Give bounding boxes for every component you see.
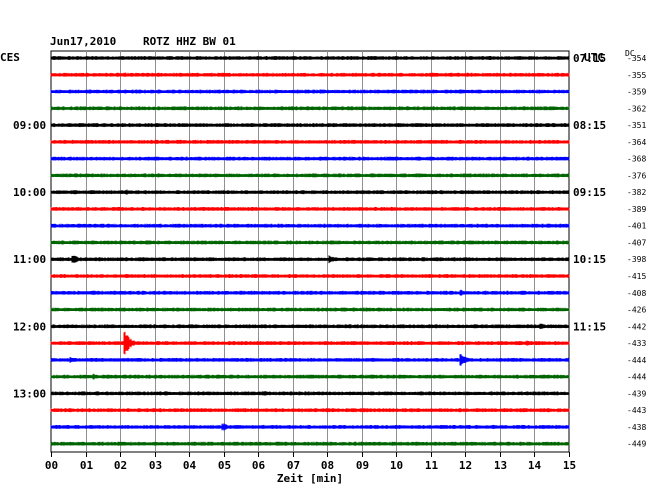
dc-label: DC	[625, 49, 635, 58]
left-hour-label: 12:00	[13, 320, 46, 333]
dc-offset-label: -355	[627, 71, 646, 80]
dc-offset-label: -444	[627, 373, 646, 382]
dc-offset-label: -444	[627, 356, 646, 365]
dc-offset-label: -401	[627, 222, 646, 231]
left-hour-label: 13:00	[13, 387, 46, 400]
dc-offset-label: -433	[627, 339, 646, 348]
x-tick-label: 14	[528, 459, 542, 472]
dc-offset-label: -368	[627, 155, 646, 164]
x-axis-label: Zeit [min]	[277, 472, 343, 485]
x-tick-label: 13	[494, 459, 507, 472]
right-hour-label: 09:15	[573, 186, 606, 199]
x-tick-label: 02	[114, 459, 127, 472]
dc-offset-label: -438	[627, 423, 646, 432]
x-tick-label: 05	[218, 459, 231, 472]
x-tick-label: 12	[459, 459, 472, 472]
dc-offset-label: -443	[627, 406, 646, 415]
left-hour-label: 11:00	[13, 253, 46, 266]
dc-offset-label: -351	[627, 121, 646, 130]
left-hour-label: 09:00	[13, 119, 46, 132]
plot-frame	[50, 50, 570, 453]
x-tick-label: 00	[45, 459, 58, 472]
dc-offset-label: -376	[627, 171, 646, 180]
dc-offset-label: -389	[627, 205, 646, 214]
dc-offset-label: -362	[627, 104, 646, 113]
x-tick-label: 01	[80, 459, 94, 472]
dc-offset-label: -408	[627, 289, 646, 298]
right-hour-label: 07:15	[573, 52, 606, 65]
dc-offset-label: -398	[627, 255, 646, 264]
x-tick-label: 08	[321, 459, 334, 472]
x-tick-label: 09	[356, 459, 369, 472]
chart-station: ROTZ HHZ BW 01	[143, 35, 236, 48]
dc-offset-label: -407	[627, 238, 646, 247]
dc-offset-label: -364	[627, 138, 646, 147]
dc-offset-label: -354	[627, 54, 646, 63]
right-timezone: UTC	[584, 51, 604, 64]
left-hour-label: 10:00	[13, 186, 46, 199]
dc-offset-label: -442	[627, 322, 646, 331]
dc-offset-label: -415	[627, 272, 646, 281]
x-tick-label: 04	[183, 459, 197, 472]
dc-offset-label: -449	[627, 440, 646, 449]
dc-offset-label: -426	[627, 306, 646, 315]
right-hour-label: 10:15	[573, 253, 606, 266]
x-tick-label: 11	[425, 459, 439, 472]
x-tick-label: 15	[563, 459, 576, 472]
dc-offset-label: -439	[627, 389, 646, 398]
dc-offset-label: -359	[627, 88, 646, 97]
labels: Jun17,2010 ROTZ HHZ BW 01 CES UTC DC Zei…	[0, 35, 646, 485]
x-tick-label: 07	[287, 459, 300, 472]
right-hour-label: 08:15	[573, 119, 606, 132]
x-tick-label: 06	[252, 459, 266, 472]
grid	[50, 50, 570, 457]
chart-date: Jun17,2010	[50, 35, 116, 48]
dc-offset-label: -382	[627, 188, 646, 197]
right-hour-label: 11:15	[573, 320, 606, 333]
left-timezone: CES	[0, 51, 20, 64]
x-tick-label: 10	[390, 459, 403, 472]
traces	[50, 56, 570, 446]
x-tick-label: 03	[149, 459, 162, 472]
